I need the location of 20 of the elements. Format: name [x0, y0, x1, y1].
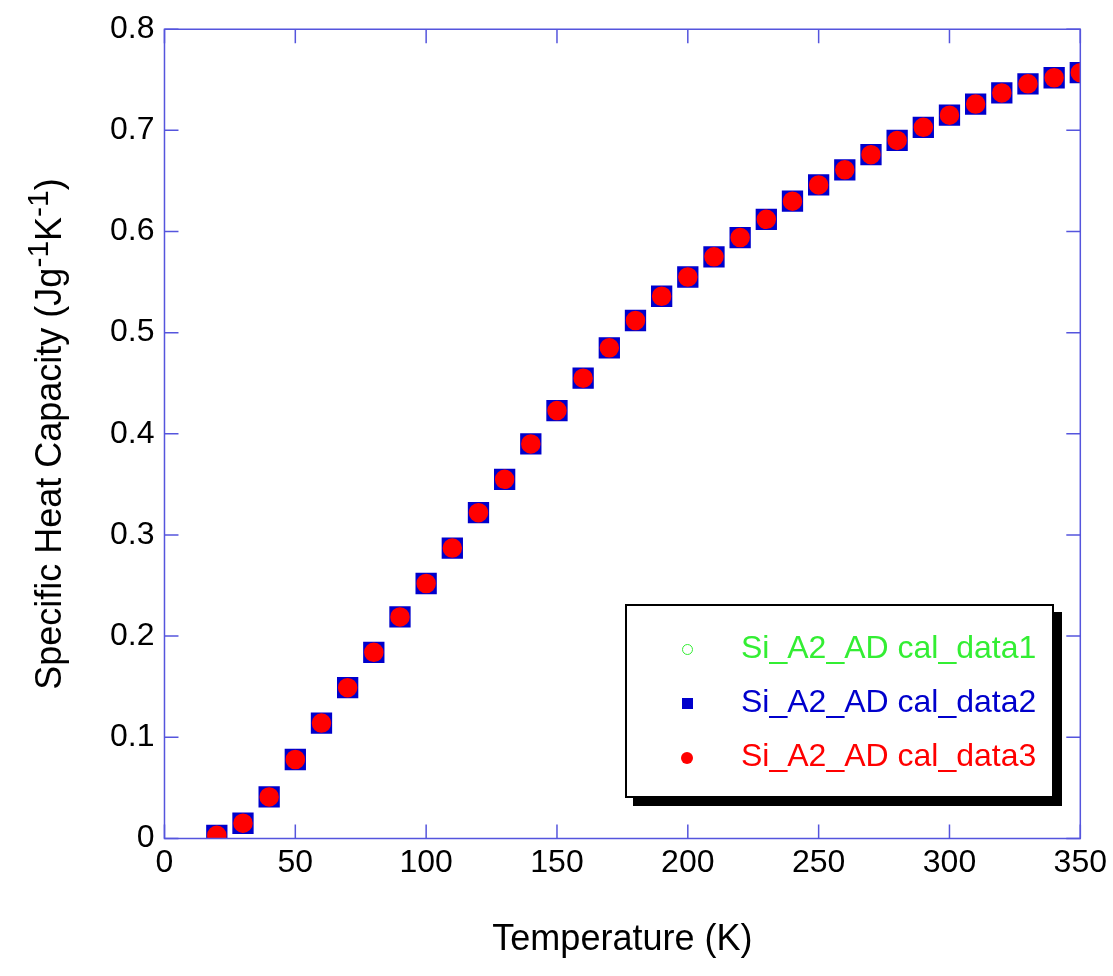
y-tick-label: 0.7	[110, 110, 155, 147]
x-tick-label: 100	[399, 843, 453, 880]
x-axis-title: Temperature (K)	[492, 917, 753, 959]
x-tick-label: 150	[530, 843, 584, 880]
y-tick-label: 0	[136, 818, 155, 855]
x-tick-label: 350	[1053, 843, 1107, 880]
x-tick-label: 50	[277, 843, 314, 880]
y-tick-label: 0.3	[110, 514, 155, 551]
x-tick-label: 300	[922, 843, 977, 880]
y-tick-label: 0.1	[110, 717, 155, 754]
y-tick-label: 0.5	[110, 312, 155, 349]
legend-label: Si_A2_AD cal_data1	[740, 628, 1037, 668]
legend-label: Si_A2_AD cal_data3	[740, 736, 1037, 776]
y-tick-label: 0.4	[110, 413, 155, 450]
y-tick-label: 0.8	[110, 9, 155, 46]
y-tick-label: 0.2	[110, 615, 155, 652]
x-tick-label: 200	[661, 843, 715, 880]
y-tick-label: 0.6	[110, 211, 155, 248]
x-tick-label: 250	[791, 843, 846, 880]
legend-label: Si_A2_AD cal_data2	[740, 682, 1037, 722]
